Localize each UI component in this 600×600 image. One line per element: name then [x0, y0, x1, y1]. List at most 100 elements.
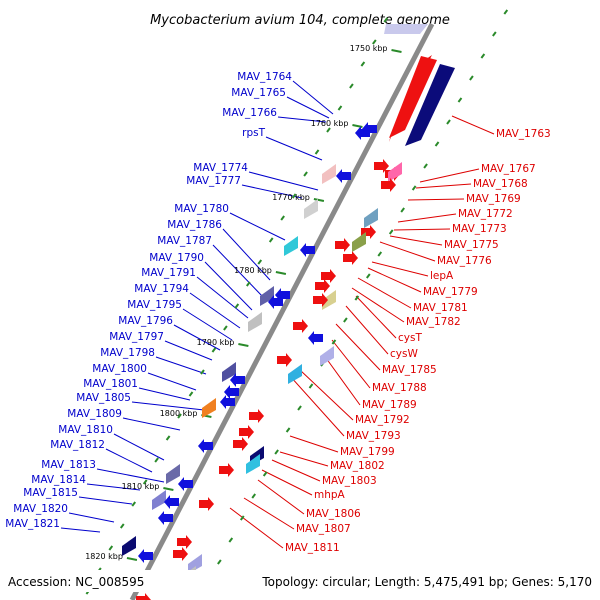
scale-dash	[280, 215, 285, 221]
gene-leader-line	[243, 497, 295, 530]
scale-dash	[400, 207, 405, 213]
gene-arrow-plus	[381, 178, 396, 192]
gene-leader-line	[229, 212, 286, 241]
gene-leader-line	[241, 184, 303, 199]
gene-label-plus[interactable]: MAV_1763	[496, 128, 551, 140]
gene-leader-line	[261, 469, 313, 496]
gene-label-plus[interactable]: MAV_1782	[406, 316, 461, 328]
gene-label-plus[interactable]: MAV_1775	[444, 239, 499, 251]
gene-block	[322, 290, 336, 310]
gene-label-minus[interactable]: MAV_1797	[109, 331, 164, 343]
gene-leader-line	[122, 417, 181, 431]
gene-label-plus[interactable]: MAV_1769	[466, 193, 521, 205]
scale-dash	[217, 559, 222, 565]
gene-label-minus[interactable]: MAV_1795	[127, 299, 182, 311]
gene-label-minus[interactable]: MAV_1800	[92, 363, 147, 375]
gene-label-minus[interactable]: MAV_1798	[100, 347, 155, 359]
gene-label-plus[interactable]: MAV_1767	[481, 163, 536, 175]
gene-label-minus[interactable]: MAV_1809	[67, 408, 122, 420]
gene-arrow-minus	[336, 169, 351, 183]
scale-dash	[228, 537, 234, 543]
gene-label-plus[interactable]: MAV_1788	[372, 382, 427, 394]
gene-leader-line	[289, 375, 345, 437]
scale-dash	[119, 523, 125, 529]
scale-dash	[246, 281, 251, 287]
gene-leader-line	[189, 292, 241, 329]
gene-label-plus[interactable]: MAV_1785	[382, 364, 437, 376]
gene-label-plus[interactable]: cysW	[390, 348, 418, 360]
gene-arrow-plus	[249, 409, 264, 423]
gene-label-minus[interactable]: MAV_1796	[118, 315, 173, 327]
gene-label-plus[interactable]: MAV_1781	[413, 302, 468, 314]
scale-dash	[308, 383, 314, 389]
gene-arrow-minus	[268, 295, 283, 309]
gene-block	[260, 286, 274, 306]
gene-label-plus[interactable]: MAV_1802	[330, 460, 385, 472]
gene-label-minus[interactable]: MAV_1780	[174, 203, 229, 215]
gene-arrow-minus	[198, 439, 213, 453]
gene-arrow-minus	[224, 385, 239, 399]
gene-label-plus[interactable]: MAV_1779	[423, 286, 478, 298]
gene-label-minus[interactable]: MAV_1810	[58, 424, 113, 436]
scale-dash	[297, 405, 302, 411]
gene-label-minus[interactable]: MAV_1786	[167, 219, 222, 231]
gene-label-minus[interactable]: MAV_1815	[23, 487, 78, 499]
gene-label-plus[interactable]: MAV_1807	[296, 523, 351, 535]
gene-leader-line	[173, 324, 221, 351]
scale-dash	[343, 317, 348, 323]
gene-label-plus[interactable]: MAV_1792	[355, 414, 410, 426]
gene-leader-line	[289, 435, 339, 453]
gene-label-minus[interactable]: MAV_1790	[149, 252, 204, 264]
gene-label-minus[interactable]: MAV_1791	[141, 267, 196, 279]
gene-label-plus[interactable]: MAV_1772	[458, 208, 513, 220]
gene-block	[320, 346, 334, 366]
gene-label-minus[interactable]: MAV_1814	[31, 474, 86, 486]
scale-dash	[480, 53, 486, 59]
gene-label-minus[interactable]: MAV_1764	[237, 71, 292, 83]
gene-arrow-minus	[362, 122, 377, 136]
gene-label-plus[interactable]: MAV_1768	[473, 178, 528, 190]
gene-label-plus[interactable]: MAV_1776	[437, 255, 492, 267]
gene-label-plus[interactable]: MAV_1789	[362, 399, 417, 411]
gene-label-minus[interactable]: MAV_1813	[41, 459, 96, 471]
scale-dash	[200, 369, 205, 375]
gene-label-plus[interactable]: MAV_1773	[452, 223, 507, 235]
scale-dash	[251, 493, 257, 499]
gene-label-plus[interactable]: cysT	[398, 332, 422, 344]
scale-dash	[285, 427, 291, 433]
gene-label-minus[interactable]: MAV_1774	[193, 162, 248, 174]
gene-leader-line	[229, 507, 284, 549]
scale-dash	[411, 185, 417, 191]
scale-dash	[268, 237, 274, 243]
gene-label-minus[interactable]: MAV_1821	[5, 518, 60, 530]
scale-dash	[239, 515, 245, 521]
gene-label-plus[interactable]: MAV_1793	[346, 430, 401, 442]
gene-label-minus[interactable]: rpsT	[242, 127, 265, 139]
gene-block	[364, 208, 378, 228]
gene-leader-line	[164, 340, 213, 361]
kbp-tick-label: 1780 kbp	[234, 266, 272, 275]
gene-label-plus[interactable]: MAV_1803	[322, 475, 377, 487]
gene-label-minus[interactable]: MAV_1812	[50, 439, 105, 451]
scale-dash	[365, 273, 371, 279]
gene-block	[248, 312, 262, 332]
gene-leader-line	[196, 276, 249, 319]
gene-label-minus[interactable]: MAV_1787	[157, 235, 212, 247]
gene-arrow-plus	[313, 293, 328, 307]
gene-label-minus[interactable]: MAV_1801	[83, 378, 138, 390]
gene-label-minus[interactable]: MAV_1794	[134, 283, 189, 295]
gene-label-minus[interactable]: MAV_1766	[222, 107, 277, 119]
gene-label-plus[interactable]: lepA	[430, 270, 454, 282]
gene-block	[152, 490, 166, 510]
gene-label-minus[interactable]: MAV_1777	[186, 175, 241, 187]
gene-label-minus[interactable]: MAV_1765	[231, 87, 286, 99]
gene-label-minus[interactable]: MAV_1805	[76, 392, 131, 404]
gene-leader-line	[357, 277, 412, 309]
scale-dash	[434, 141, 440, 147]
gene-leader-line	[147, 372, 197, 391]
gene-label-plus[interactable]: MAV_1806	[306, 508, 361, 520]
gene-label-plus[interactable]: MAV_1799	[340, 446, 395, 458]
gene-label-plus[interactable]: MAV_1811	[285, 542, 340, 554]
gene-label-minus[interactable]: MAV_1820	[13, 503, 68, 515]
gene-label-plus[interactable]: mhpA	[314, 489, 346, 501]
